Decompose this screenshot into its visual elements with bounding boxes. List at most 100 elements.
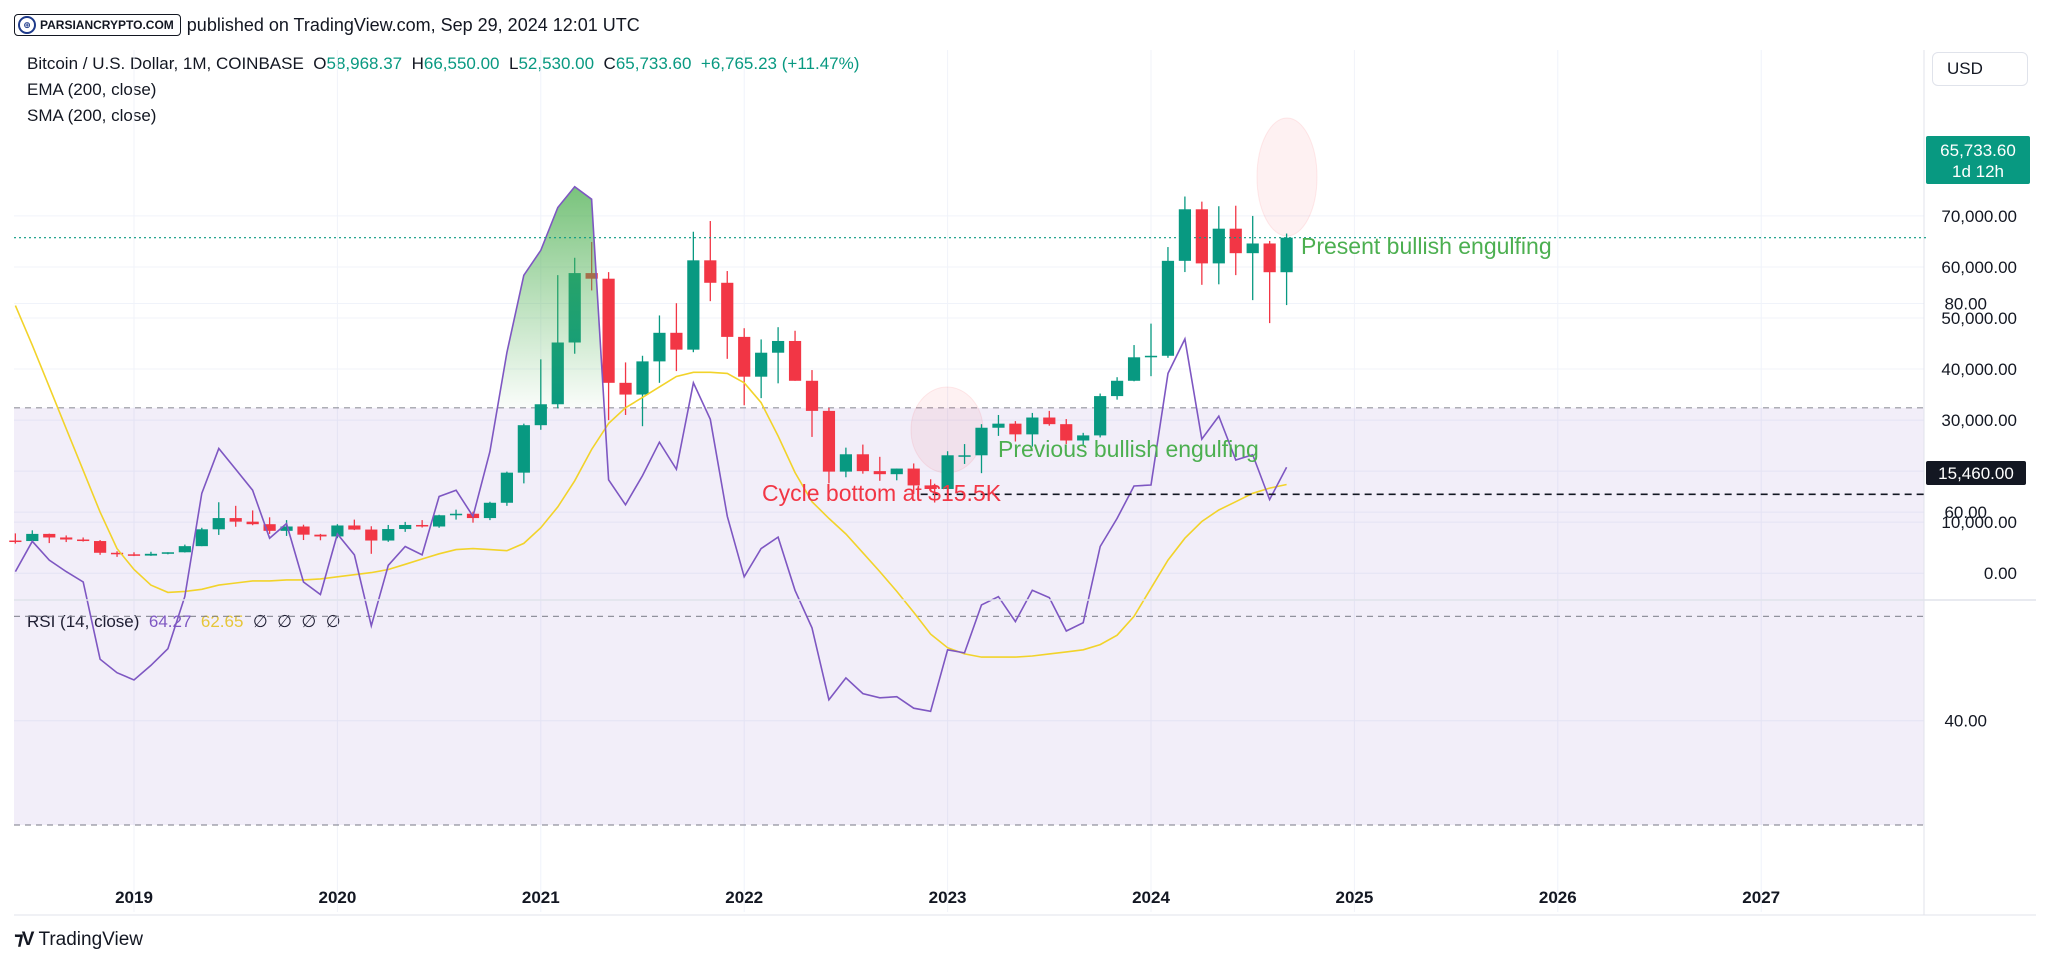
candle-body: [755, 352, 768, 377]
candle-body: [1009, 423, 1022, 435]
rsi-line: [14, 185, 1288, 713]
candle-body: [839, 454, 853, 472]
candle: [958, 444, 971, 464]
candle: [856, 444, 869, 474]
candle-body: [805, 380, 819, 411]
candle: [1077, 432, 1090, 447]
candle-body: [483, 502, 497, 519]
candle: [93, 540, 107, 555]
sma-legend[interactable]: SMA (200, close): [27, 106, 157, 125]
price-tick-label: 10,000.00: [1941, 513, 2017, 532]
candle-body: [229, 518, 242, 522]
candle: [551, 275, 564, 409]
tradingview-footer[interactable]: ⁊V TradingView: [14, 928, 143, 951]
ema-legend[interactable]: EMA (200, close): [27, 80, 157, 99]
change-value: +6,765.23 (+11.47%): [700, 54, 860, 73]
candle: [585, 241, 598, 291]
candle: [263, 517, 276, 534]
rsi-overbought-fill: [497, 186, 605, 408]
candle-body: [1060, 424, 1073, 441]
candle-body: [382, 529, 395, 541]
candle-body: [1178, 209, 1192, 261]
candle-body: [144, 553, 158, 556]
candle-body: [365, 529, 378, 541]
candle: [653, 315, 666, 383]
candle: [602, 272, 615, 421]
candle: [517, 423, 530, 484]
candle: [788, 330, 802, 381]
candle: [365, 526, 378, 554]
candle: [619, 362, 632, 415]
footer-brand: TradingView: [38, 928, 143, 950]
price-badge: 65,733.60 1d 12h: [1926, 136, 2030, 184]
candle-body: [1195, 209, 1208, 264]
highlight-ovals: [910, 117, 1318, 474]
candle: [297, 524, 310, 541]
candle-body: [449, 513, 463, 516]
candle: [127, 552, 141, 557]
candle: [1060, 419, 1073, 445]
candle: [568, 257, 581, 354]
rsi-tick-label: 60.00: [1944, 503, 1987, 522]
candle-body: [873, 471, 886, 475]
candle: [314, 533, 327, 541]
time-tick-label: 2021: [522, 888, 560, 907]
candle: [907, 463, 920, 495]
candle-body: [466, 513, 480, 519]
candle-body: [975, 427, 988, 456]
candle-body: [602, 278, 615, 383]
candle: [738, 328, 751, 406]
price-tick-label: 40,000.00: [1941, 360, 2017, 379]
candle: [348, 519, 361, 531]
candle-body: [161, 552, 175, 554]
candle-body: [110, 552, 124, 555]
candle-body: [788, 340, 802, 381]
candle-body: [1212, 228, 1225, 264]
candle: [432, 514, 446, 528]
rsi-ma-line: [14, 305, 1287, 658]
publisher-brand: PARSIANCRYPTO.COM: [40, 18, 174, 32]
candle: [9, 533, 22, 544]
time-tick-label: 2027: [1742, 888, 1780, 907]
candle: [771, 327, 785, 384]
grid-lines: [14, 50, 1924, 912]
tradingview-logo-icon: ⁊V: [14, 929, 34, 950]
candle-body: [26, 533, 39, 542]
candle-body: [399, 524, 412, 530]
candle: [26, 530, 39, 543]
rsi-tick-label: 80.00: [1944, 295, 1987, 314]
candle: [992, 414, 1005, 436]
currency-button[interactable]: USD: [1932, 52, 2028, 86]
rsi-legend[interactable]: RSI (14, close) 64.27 62.65 ∅ ∅ ∅ ∅: [27, 612, 341, 631]
candle: [1094, 393, 1107, 438]
ohlc-legend: Bitcoin / U.S. Dollar, 1M, COINBASE O58,…: [27, 54, 860, 73]
candle-body: [178, 546, 191, 553]
candle-body: [636, 361, 649, 395]
publisher-logo: ⊕ PARSIANCRYPTO.COM: [14, 14, 181, 36]
candle: [500, 471, 514, 506]
candle: [144, 551, 158, 556]
candle: [1110, 377, 1124, 400]
candle: [975, 424, 988, 474]
candle: [636, 355, 649, 427]
candle-body: [771, 340, 785, 353]
candle: [466, 511, 480, 523]
candle: [890, 468, 903, 481]
rsi-ma-value: 62.65: [200, 612, 244, 631]
candle-body: [721, 282, 734, 337]
candle-body: [1077, 435, 1090, 441]
globe-icon: ⊕: [18, 16, 36, 34]
candle: [839, 447, 853, 478]
candle-body: [9, 540, 22, 543]
symbol-title[interactable]: Bitcoin / U.S. Dollar, 1M, COINBASE: [27, 54, 304, 73]
rsi-tick-label: 40.00: [1944, 712, 1987, 731]
candle: [1161, 247, 1175, 358]
time-tick-label: 2019: [115, 888, 153, 907]
candle-body: [619, 382, 632, 395]
candle: [1280, 233, 1293, 306]
candle: [1212, 206, 1225, 285]
candle: [822, 407, 836, 484]
candle-body: [1026, 417, 1039, 435]
close-value: 65,733.60: [615, 54, 692, 73]
